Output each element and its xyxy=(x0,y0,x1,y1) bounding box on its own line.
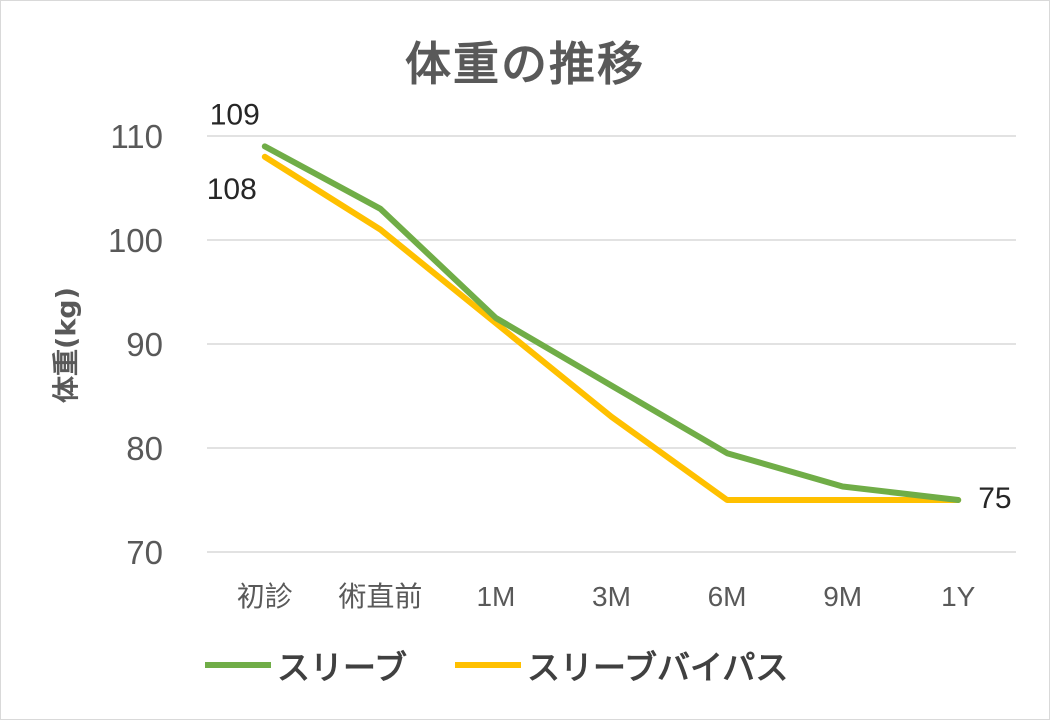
legend-label-sleeve: スリーブ xyxy=(277,648,408,687)
series-lines xyxy=(261,143,962,503)
data-labels: 109 108 75 xyxy=(207,98,1012,515)
legend-entry-sleeve-bypass: スリーブバイパス xyxy=(455,641,788,689)
x-tick-label: 3M xyxy=(592,581,631,612)
y-tick-label: 80 xyxy=(126,430,163,467)
x-tick-label: 9M xyxy=(823,581,862,612)
x-tick-labels: 初診 術直前 1M 3M 6M 9M 1Y xyxy=(237,581,976,612)
y-tick-label: 70 xyxy=(126,534,163,571)
legend-swatch-sleeve xyxy=(205,662,271,668)
gridlines xyxy=(207,135,1016,553)
y-tick-label: 110 xyxy=(110,118,163,155)
data-label: 75 xyxy=(978,482,1011,515)
x-tick-label: 初診 xyxy=(237,581,293,612)
y-tick-label: 90 xyxy=(126,326,163,363)
x-tick-label: 6M xyxy=(708,581,747,612)
legend-entry-sleeve: スリーブ xyxy=(205,641,407,689)
legend-swatch-sleeve-bypass xyxy=(455,662,522,668)
x-tick-label: 1M xyxy=(476,581,515,612)
legend-label-sleeve-bypass: スリーブバイパス xyxy=(527,648,789,687)
series-line-sleeve xyxy=(261,143,962,503)
x-tick-label: 術直前 xyxy=(338,581,422,612)
data-label: 109 xyxy=(210,98,260,131)
data-label: 108 xyxy=(207,173,257,206)
series-line-sleeve-bypass xyxy=(261,153,962,503)
legend: スリーブ スリーブバイパス xyxy=(205,640,788,690)
y-tick-labels: 110 100 90 80 70 xyxy=(108,118,163,571)
y-tick-label: 100 xyxy=(108,222,163,259)
x-tick-label: 1Y xyxy=(941,581,976,612)
chart-title: 体重の推移 xyxy=(405,37,645,91)
